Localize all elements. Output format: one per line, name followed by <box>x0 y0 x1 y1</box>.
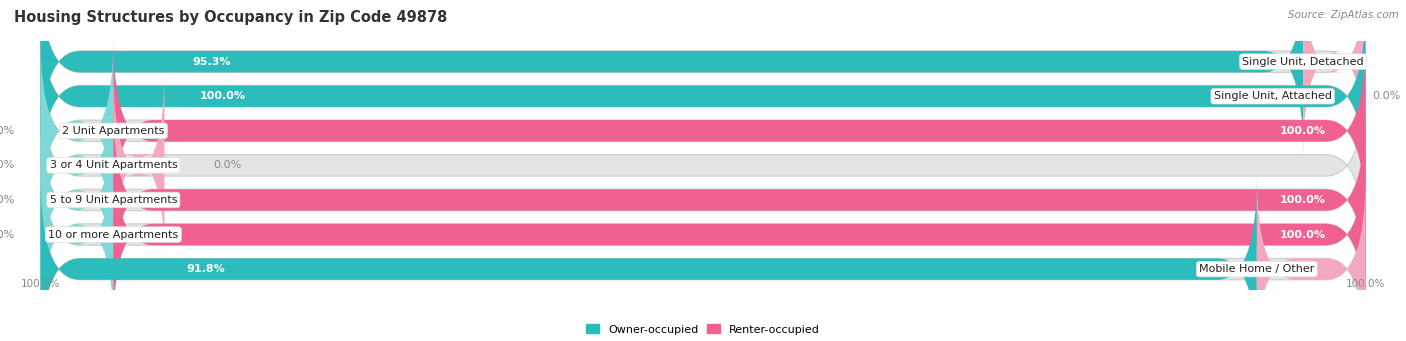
Text: 91.8%: 91.8% <box>187 264 225 274</box>
FancyBboxPatch shape <box>41 72 114 258</box>
Text: 0.0%: 0.0% <box>0 195 14 205</box>
FancyBboxPatch shape <box>41 38 114 224</box>
FancyBboxPatch shape <box>114 107 1365 293</box>
Text: Housing Structures by Occupancy in Zip Code 49878: Housing Structures by Occupancy in Zip C… <box>14 10 447 25</box>
Text: 100.0%: 100.0% <box>1346 279 1385 289</box>
FancyBboxPatch shape <box>114 72 165 258</box>
Text: Mobile Home / Other: Mobile Home / Other <box>1199 264 1315 274</box>
Text: 0.0%: 0.0% <box>212 160 240 170</box>
FancyBboxPatch shape <box>41 142 1365 328</box>
Text: 100.0%: 100.0% <box>1279 195 1326 205</box>
FancyBboxPatch shape <box>41 107 114 293</box>
FancyBboxPatch shape <box>41 0 1303 155</box>
Text: 0.0%: 0.0% <box>0 126 14 136</box>
FancyBboxPatch shape <box>41 0 1365 155</box>
FancyBboxPatch shape <box>114 142 1365 328</box>
Text: 0.0%: 0.0% <box>0 229 14 239</box>
Text: 0.0%: 0.0% <box>0 160 14 170</box>
Text: 100.0%: 100.0% <box>21 279 60 289</box>
Text: 10 or more Apartments: 10 or more Apartments <box>48 229 179 239</box>
FancyBboxPatch shape <box>41 142 114 328</box>
FancyBboxPatch shape <box>41 3 1365 189</box>
Text: 2 Unit Apartments: 2 Unit Apartments <box>62 126 165 136</box>
Legend: Owner-occupied, Renter-occupied: Owner-occupied, Renter-occupied <box>581 320 825 339</box>
FancyBboxPatch shape <box>41 176 1257 341</box>
Text: 100.0%: 100.0% <box>1279 229 1326 239</box>
Text: Source: ZipAtlas.com: Source: ZipAtlas.com <box>1288 10 1399 20</box>
Text: 100.0%: 100.0% <box>1279 126 1326 136</box>
Text: 3 or 4 Unit Apartments: 3 or 4 Unit Apartments <box>49 160 177 170</box>
Text: 5 to 9 Unit Apartments: 5 to 9 Unit Apartments <box>49 195 177 205</box>
FancyBboxPatch shape <box>41 38 1365 224</box>
Text: Single Unit, Attached: Single Unit, Attached <box>1213 91 1331 101</box>
Text: 0.0%: 0.0% <box>1372 91 1400 101</box>
FancyBboxPatch shape <box>1257 176 1365 341</box>
Text: 100.0%: 100.0% <box>200 91 246 101</box>
FancyBboxPatch shape <box>114 38 1365 224</box>
FancyBboxPatch shape <box>41 72 1365 258</box>
Text: Single Unit, Detached: Single Unit, Detached <box>1243 57 1364 66</box>
FancyBboxPatch shape <box>41 176 1365 341</box>
FancyBboxPatch shape <box>41 107 1365 293</box>
FancyBboxPatch shape <box>1303 0 1365 155</box>
Text: 95.3%: 95.3% <box>193 57 231 66</box>
FancyBboxPatch shape <box>41 3 1365 189</box>
